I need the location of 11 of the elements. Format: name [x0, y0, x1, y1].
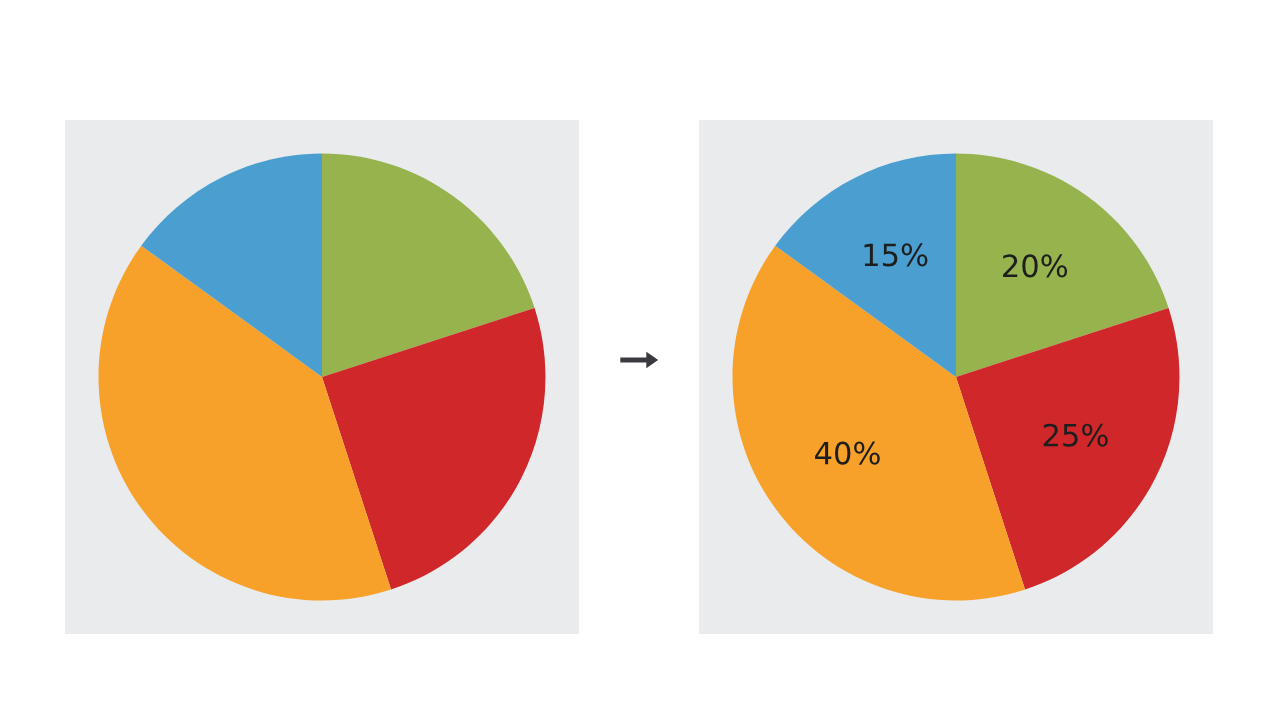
data-label: 20%	[1003, 254, 1068, 278]
pie-slice	[322, 307, 546, 590]
data-label: 25%	[1043, 423, 1108, 447]
data-label: 40%	[815, 441, 880, 465]
pie-slice	[956, 153, 1169, 377]
pie-slice	[956, 307, 1180, 590]
pie-slice	[775, 153, 956, 377]
data-label: 15%	[864, 243, 928, 267]
pie-slice	[141, 153, 322, 377]
pie-slice	[98, 245, 392, 601]
pie-slice	[322, 153, 535, 377]
